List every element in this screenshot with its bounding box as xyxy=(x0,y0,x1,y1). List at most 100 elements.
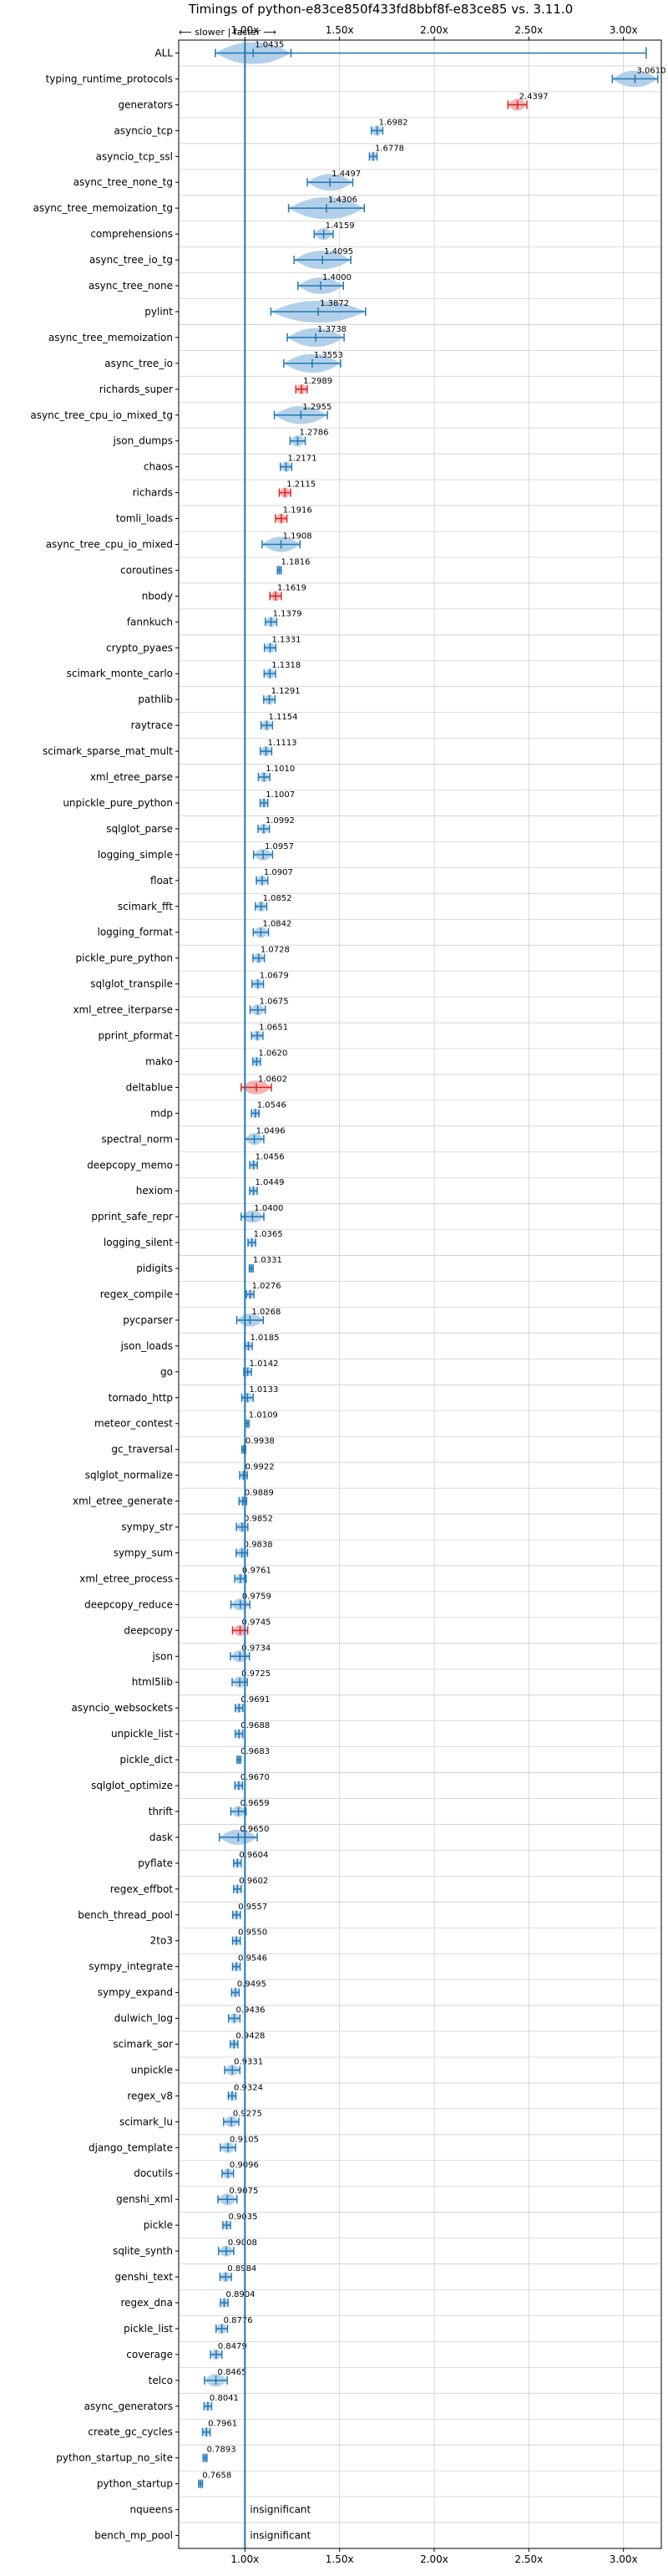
y-tick-label: regex_dna xyxy=(120,2297,173,2309)
y-tick-label: async_tree_none xyxy=(89,280,173,292)
value-label: 1.1113 xyxy=(268,739,297,748)
value-label: 1.0602 xyxy=(258,1075,287,1084)
y-tick-label: pidigits xyxy=(136,1263,173,1274)
y-tick-label: sqlglot_transpile xyxy=(90,978,173,990)
value-label: 1.0679 xyxy=(260,972,289,981)
y-tick-label: hexiom xyxy=(136,1185,173,1197)
value-label: 0.9659 xyxy=(240,1799,270,1808)
y-tick-label: fannkuch xyxy=(127,616,173,627)
y-tick-label: django_template xyxy=(89,2142,173,2153)
value-label: 1.0331 xyxy=(253,1256,282,1265)
value-label: 0.9604 xyxy=(239,1851,268,1860)
value-label: 0.9650 xyxy=(240,1825,269,1834)
y-tick-label: pickle xyxy=(144,2219,173,2231)
y-tick-label: nbody xyxy=(142,590,173,602)
y-tick-label: xml_etree_parse xyxy=(90,771,173,783)
y-tick-label: pickle_list xyxy=(124,2323,173,2335)
value-label: 0.9324 xyxy=(234,2083,263,2092)
y-tick-label: coroutines xyxy=(120,564,173,576)
value-label: 0.9436 xyxy=(236,2006,266,2015)
value-label: 0.9938 xyxy=(245,1437,275,1446)
value-label: 0.9838 xyxy=(244,1540,273,1549)
value-label: 0.9670 xyxy=(240,1773,270,1782)
value-label: 0.9725 xyxy=(241,1669,271,1679)
y-tick-label: sympy_str xyxy=(121,1522,173,1533)
value-label: 1.0435 xyxy=(255,40,284,49)
value-label: 1.4497 xyxy=(331,170,361,179)
value-label: 1.0675 xyxy=(260,998,289,1007)
value-label: 0.7893 xyxy=(207,2446,236,2455)
y-tick-label: spectral_norm xyxy=(101,1133,173,1145)
value-label: 1.3872 xyxy=(320,299,349,308)
y-tick-label: mako xyxy=(145,1055,173,1067)
value-label: 1.1154 xyxy=(268,713,297,722)
y-tick-label: async_tree_memoization_tg xyxy=(33,202,173,214)
y-tick-label: richards_super xyxy=(99,384,173,395)
y-tick-label: comprehensions xyxy=(90,228,173,240)
y-tick-label: richards xyxy=(133,487,173,499)
value-label: 1.0142 xyxy=(250,1359,279,1369)
y-tick-label: float xyxy=(150,875,173,887)
value-label: 0.9275 xyxy=(233,2109,262,2118)
y-tick-label: pprint_pformat xyxy=(99,1030,174,1042)
value-label: 0.9331 xyxy=(234,2057,263,2066)
value-label: 2.4397 xyxy=(519,92,549,101)
y-tick-label: python_startup_no_site xyxy=(56,2452,173,2464)
value-label: 1.0852 xyxy=(263,894,292,903)
value-label: 1.1331 xyxy=(272,635,301,644)
value-label: 0.9688 xyxy=(240,1721,270,1730)
value-label: 1.0133 xyxy=(249,1385,278,1395)
y-tick-label: gc_traversal xyxy=(111,1444,173,1456)
y-tick-label: async_tree_io xyxy=(104,358,173,369)
value-label: 1.4000 xyxy=(322,273,352,282)
value-label: 1.2989 xyxy=(303,377,332,386)
y-tick-label: asyncio_tcp xyxy=(114,124,173,136)
value-label: 1.0620 xyxy=(258,1049,287,1058)
value-label: 0.9759 xyxy=(242,1592,271,1601)
value-label: 1.1318 xyxy=(271,661,301,670)
y-tick-label: 2to3 xyxy=(150,1935,173,1947)
y-tick-label: logging_format xyxy=(97,927,173,938)
y-tick-label: deltablue xyxy=(126,1081,173,1093)
y-tick-label: logging_simple xyxy=(98,849,173,861)
y-tick-label: generators xyxy=(118,99,173,110)
x-tick-label-top: 1.00x xyxy=(230,24,259,36)
value-label: 1.3738 xyxy=(317,325,347,334)
value-label: 0.9075 xyxy=(229,2187,258,2196)
value-label: 1.0365 xyxy=(254,1230,283,1239)
value-label: 0.9745 xyxy=(242,1618,271,1627)
value-label: 0.8984 xyxy=(227,2264,256,2274)
y-tick-label: regex_v8 xyxy=(127,2090,173,2101)
y-tick-label: asyncio_tcp_ssl xyxy=(96,150,173,162)
y-tick-label: async_tree_io_tg xyxy=(89,254,173,266)
x-tick-labels-bottom: 1.00x 1.50x 2.00x 2.50x 3.00x xyxy=(230,2548,638,2565)
y-tick-label: crypto_pyaes xyxy=(106,642,173,653)
value-label: 1.0651 xyxy=(259,1024,288,1033)
value-label: 1.1908 xyxy=(283,531,312,541)
x-tick-label-bottom: 1.50x xyxy=(326,2553,354,2565)
y-tick-label: scimark_sparse_mat_mult xyxy=(43,745,173,757)
value-label: 1.0907 xyxy=(264,868,293,877)
value-label: 1.1379 xyxy=(273,609,302,618)
x-tick-label-bottom: 3.00x xyxy=(610,2553,638,2565)
y-tick-label: regex_effbot xyxy=(110,1883,174,1895)
y-tick-label: xml_etree_generate xyxy=(73,1496,173,1507)
y-tick-label: genshi_xml xyxy=(116,2193,173,2205)
direction-note: ⟵ slower | faster ⟶ xyxy=(179,27,276,38)
y-tick-label: pickle_pure_python xyxy=(76,953,173,964)
grid xyxy=(179,39,661,2549)
y-tick-label: asyncio_websockets xyxy=(72,1702,173,1714)
x-tick-label-bottom: 1.00x xyxy=(230,2553,259,2565)
y-tick-label: nqueens xyxy=(130,2504,173,2516)
y-tick-label: pylint xyxy=(144,306,173,318)
violin-marks: 1.0435 3.0610 2.4397 1.6982 1.6778 1.4497 1.43… xyxy=(198,40,665,2548)
y-tick-label: mdp xyxy=(150,1107,173,1119)
value-label: 1.0728 xyxy=(261,946,290,955)
y-tick-label: sympy_expand xyxy=(98,1987,173,1999)
value-label: 0.9922 xyxy=(245,1463,275,1472)
x-tick-label-top: 3.00x xyxy=(610,24,638,36)
value-label: 1.0185 xyxy=(250,1334,280,1343)
value-label: 0.8465 xyxy=(218,2368,247,2377)
y-tick-label: scimark_fft xyxy=(118,901,173,912)
